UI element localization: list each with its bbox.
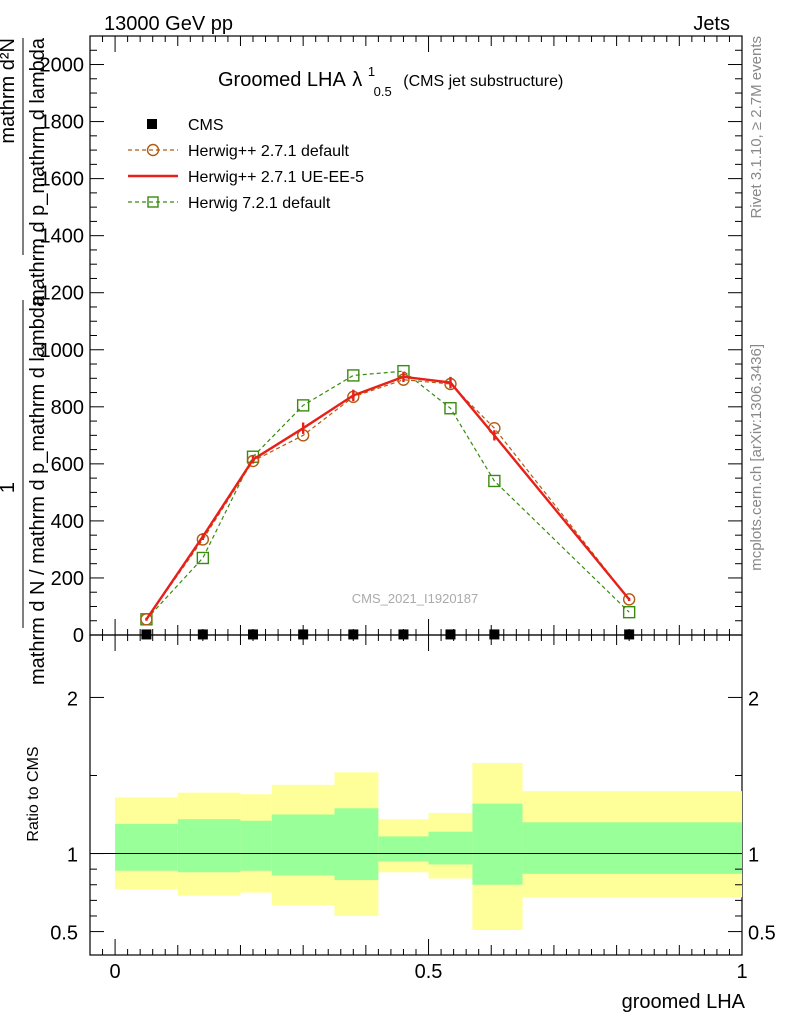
main-ytick-label-4: 800 — [51, 397, 84, 419]
point-cms-8 — [624, 629, 635, 640]
point-herwig-default-2 — [246, 454, 260, 468]
ratio-ytick-label-right-1: 1 — [748, 845, 759, 867]
ratio-ytick-label-right-0: 0.5 — [748, 923, 776, 945]
ratio-xtick-label-1: 0.5 — [415, 961, 443, 983]
band-inner-5 — [378, 836, 429, 862]
point-herwig7-8 — [622, 605, 636, 619]
main-ytick-label-10: 2000 — [40, 55, 85, 77]
header-left: 13000 GeV pp — [104, 13, 233, 35]
main-ytick-label-8: 1600 — [40, 169, 85, 191]
ratio-ytick-label-left-0: 0.5 — [50, 923, 78, 945]
legend-label-herwig-ueee5: Herwig++ 2.7.1 UE-EE-5 — [188, 169, 364, 186]
series-layer — [140, 364, 636, 640]
point-cms-2 — [248, 629, 258, 640]
y-label-one: 1 — [0, 482, 19, 493]
y-label-den: mathrm d N / mathrm d p_mathrm d lambda — [27, 295, 49, 685]
point-cms-4 — [348, 629, 359, 640]
chart-title-symbol: λ — [352, 69, 362, 91]
chart-title-sup: 1 — [368, 64, 375, 79]
ratio-ytick-label-right-2: 2 — [748, 688, 759, 710]
point-herwig7-4 — [347, 369, 360, 382]
main-y-axis: 0 200 400 600 800 1000 1200 1400 1600 1800 2000 — [40, 49, 742, 647]
point-cms-7 — [489, 629, 500, 640]
ratio-y-label: Ratio to CMS — [25, 746, 42, 841]
series-line-herwig-default — [145, 379, 630, 620]
point-herwig-default-8 — [622, 593, 636, 606]
ratio-ytick-label-left-1: 1 — [67, 845, 78, 867]
band-inner-3 — [271, 814, 335, 876]
point-cms-0 — [141, 629, 152, 640]
point-herwig7-3 — [296, 399, 310, 412]
band-inner-2 — [240, 820, 272, 871]
point-herwig7-6 — [444, 402, 457, 415]
series-line-herwig-ueee5 — [145, 375, 631, 620]
x-axis-label: groomed LHA — [622, 991, 746, 1013]
point-cms-5 — [398, 629, 409, 640]
chart-title-text: Groomed LHA — [218, 69, 346, 91]
main-ytick-label-9: 1800 — [40, 112, 85, 134]
ratio-bands — [115, 763, 742, 931]
y-label-top: mathrm d²N — [0, 38, 19, 144]
ratio-ytick-label-left-2: 2 — [67, 688, 78, 710]
chart-title-sub: 0.5 — [374, 84, 392, 99]
legend: CMS Herwig++ 2.7.1 default Herwig++ 2.7.… — [128, 117, 364, 212]
point-herwig7-7 — [488, 474, 501, 488]
legend-label-herwig-default: Herwig++ 2.7.1 default — [188, 143, 350, 160]
legend-label-cms: CMS — [188, 117, 224, 134]
point-herwig-default-0 — [140, 613, 153, 626]
main-ytick-label-0: 0 — [73, 625, 84, 647]
point-herwig7-1 — [196, 551, 210, 565]
point-cms-3 — [298, 629, 309, 640]
band-inner-8 — [522, 822, 742, 874]
header-right: Jets — [693, 13, 730, 35]
band-inner-7 — [472, 803, 523, 885]
point-cms-1 — [197, 629, 208, 640]
chart-title-note: (CMS jet substructure) — [403, 73, 563, 90]
band-inner-4 — [334, 808, 379, 881]
chart-title: Groomed LHA λ 1 0.5 (CMS jet substructur… — [218, 59, 563, 101]
analysis-tag: CMS_2021_I1920187 — [352, 591, 479, 606]
legend-marker-cms — [147, 119, 157, 129]
ratio-xtick-label-2: 1 — [736, 961, 747, 983]
band-inner-0 — [115, 823, 178, 871]
side-label-mcplots: mcplots.cern.ch [arXiv:1306.3436] — [748, 344, 765, 571]
legend-marker-herwig7 — [147, 196, 159, 208]
legend-label-herwig7: Herwig 7.2.1 default — [188, 195, 331, 212]
legend-marker-herwig-default — [146, 143, 160, 157]
ratio-xtick-label-0: 0 — [110, 961, 121, 983]
series-line-herwig7 — [145, 370, 630, 620]
ratio-y-axis: 0.5 0.5 1 1 2 2 — [50, 688, 776, 944]
main-ytick-label-2: 400 — [51, 511, 84, 533]
band-inner-6 — [428, 831, 473, 865]
main-ytick-label-7: 1400 — [40, 226, 85, 248]
y-label-mid: mathrm d p_mathrm d lambda — [27, 37, 49, 306]
main-ytick-label-6: 1200 — [40, 283, 85, 305]
main-ytick-label-1: 200 — [51, 568, 84, 590]
band-inner-1 — [177, 819, 241, 873]
side-label-rivet: Rivet 3.1.10, ≥ 2.7M events — [748, 36, 765, 219]
main-ytick-label-5: 1000 — [40, 340, 85, 362]
main-ytick-label-3: 600 — [51, 454, 84, 476]
point-cms-6 — [445, 629, 456, 640]
